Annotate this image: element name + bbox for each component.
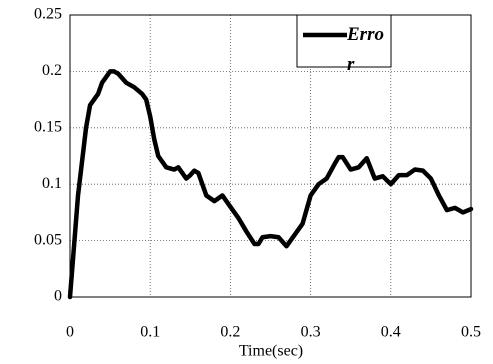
plot-frame xyxy=(69,14,472,298)
data-line xyxy=(67,69,474,300)
y-tick-label: 0 xyxy=(54,288,62,305)
x-tick-label: 0.2 xyxy=(220,324,240,341)
x-tick-label: 0.5 xyxy=(461,324,481,341)
x-tick-label: 0.3 xyxy=(301,324,321,341)
x-axis-label: Time(sec) xyxy=(239,343,303,360)
y-tick-label: 0.25 xyxy=(34,6,62,23)
legend-box xyxy=(296,14,392,68)
legend-label-box: Error xyxy=(347,24,384,75)
y-tick-label: 0.15 xyxy=(34,118,62,135)
x-tick-label: 0 xyxy=(66,324,74,341)
x-tick-label: 0.1 xyxy=(140,324,160,341)
y-tick-label: 0.2 xyxy=(42,62,62,79)
legend-label: Error xyxy=(347,24,384,75)
y-tick-label: 0.05 xyxy=(34,231,62,248)
y-tick-label: 0.1 xyxy=(42,175,62,192)
x-tick-label: 0.4 xyxy=(381,324,401,341)
